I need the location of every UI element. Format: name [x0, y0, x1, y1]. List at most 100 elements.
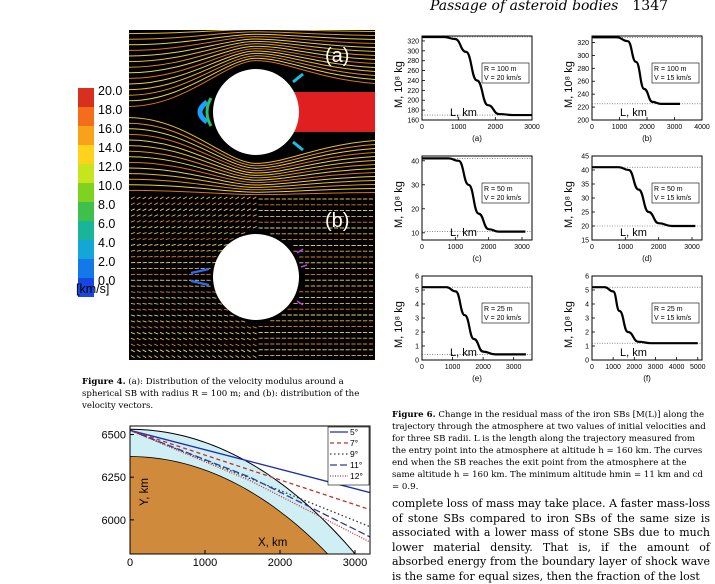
colorbar-tick-label: 18.0: [98, 103, 122, 117]
legend-entry: R = 100 m: [654, 66, 687, 73]
figure-4-caption-label: Figure 4.: [82, 377, 126, 387]
y-axis-label: M, 10⁸ kg: [393, 61, 405, 108]
y-tick-label: 280: [407, 58, 419, 65]
x-tick-label: 3000: [667, 124, 683, 131]
colorbar-segment: [78, 183, 94, 202]
y-tick-label: 45: [581, 154, 589, 161]
x-axis-label: L, km: [450, 107, 477, 119]
y-axis-label: M, 10⁸ kg: [563, 181, 575, 228]
colorbar-tick-label: 4.0: [98, 236, 115, 250]
colorbar-segment: [78, 202, 94, 221]
x-tick-label: 3000: [524, 124, 540, 131]
y-tick-label: 20: [581, 224, 589, 231]
y-tick-label: 320: [577, 40, 589, 47]
y-axis-label: M, 10⁸ kg: [393, 301, 405, 348]
legend: R = 50 mV = 15 km/s: [652, 183, 699, 203]
y-tick-label: 40: [411, 158, 419, 165]
colorbar-tick-label: 14.0: [98, 141, 122, 155]
y-tick-label: 240: [577, 92, 589, 99]
panel-label: (b): [642, 134, 652, 143]
y-axis-label: M, 10⁸ kg: [563, 301, 575, 348]
y-tick-label: 30: [581, 196, 589, 203]
x-tick-label: 2000: [651, 244, 667, 251]
y-tick-label: 300: [577, 53, 589, 60]
panel-a-label: (a): [325, 45, 349, 67]
y-tick-label: 6000: [102, 515, 126, 527]
y-tick-label: 4: [585, 302, 589, 309]
colorbar-tick-label: 8.0: [98, 198, 115, 212]
y-tick-label: 15: [581, 238, 589, 245]
panel-label: (d): [642, 254, 652, 263]
y-tick-label: 3: [415, 316, 419, 323]
colorbar-tick-label: 6.0: [98, 217, 115, 231]
x-axis-label: L, km: [620, 107, 647, 119]
legend: R = 25 mV = 20 km/s: [482, 303, 529, 323]
running-title: Passage of asteroid bodies: [430, 0, 618, 14]
y-tick-label: 1: [415, 344, 419, 351]
legend-entry: 9°: [350, 449, 358, 459]
x-tick-label: 2000: [481, 244, 497, 251]
x-tick-label: 4000: [694, 124, 710, 131]
panel-label: (a): [472, 134, 482, 143]
colorbar-tick-label: 16.0: [98, 122, 122, 136]
y-tick-label: 4: [415, 302, 419, 309]
sphere: [213, 69, 299, 155]
y-tick-label: 320: [407, 38, 419, 45]
y-tick-label: 6: [585, 274, 589, 281]
y-axis-label: M, 10⁸ kg: [563, 61, 575, 108]
x-tick-label: 0: [127, 557, 133, 569]
x-tick-label: 3000: [343, 557, 367, 569]
y-axis-label: M, 10⁸ kg: [393, 181, 405, 228]
y-tick-label: 2: [585, 330, 589, 337]
panel-b-label: (b): [325, 210, 349, 232]
figure-4-graphic: 20.018.016.014.012.010.08.06.04.02.00.0[…: [76, 30, 376, 360]
y-tick-label: 0: [415, 358, 419, 365]
x-tick-label: 2000: [639, 124, 655, 131]
y-tick-label: 280: [577, 66, 589, 73]
legend-entry: 7°: [350, 438, 358, 448]
colorbar-segment: [78, 240, 94, 259]
legend-entry: R = 50 m: [654, 186, 683, 193]
legend-entry: 11°: [350, 460, 362, 470]
legend: 5°7°9°11°12°: [328, 427, 369, 485]
figure-6-caption-text: Change in the residual mass of the iron …: [392, 410, 706, 492]
y-tick-label: 6250: [102, 472, 126, 484]
legend-entry: V = 15 km/s: [654, 315, 692, 322]
legend: R = 100 mV = 20 km/s: [482, 63, 529, 83]
colorbar-tick-label: 12.0: [98, 160, 122, 174]
x-tick-label: 0: [590, 124, 594, 131]
legend-entry: R = 25 m: [484, 306, 513, 313]
legend-entry: V = 20 km/s: [484, 195, 522, 202]
y-tick-label: 10: [411, 230, 419, 237]
x-axis-label: L, km: [620, 347, 647, 359]
y-tick-label: 30: [411, 182, 419, 189]
body-paragraph: complete loss of mass may take place. A …: [392, 497, 710, 584]
x-tick-label: 0: [420, 124, 424, 131]
y-tick-label: 240: [407, 78, 419, 85]
colorbar-segment: [78, 107, 94, 126]
y-tick-label: 25: [581, 210, 589, 217]
legend-entry: V = 15 km/s: [654, 75, 692, 82]
y-tick-label: 6500: [102, 430, 126, 442]
y-tick-label: 40: [581, 168, 589, 175]
x-tick-label: 3000: [648, 364, 664, 371]
panel-b-plot: (b): [129, 195, 375, 360]
legend: R = 50 mV = 20 km/s: [482, 183, 529, 203]
x-tick-label: 3000: [684, 244, 700, 251]
x-tick-label: 0: [590, 364, 594, 371]
sphere: [213, 234, 299, 320]
y-tick-label: 35: [581, 182, 589, 189]
panel-label: (c): [472, 254, 482, 263]
x-tick-label: 2000: [268, 557, 292, 569]
x-tick-label: 1000: [612, 124, 628, 131]
legend-entry: V = 20 km/s: [484, 75, 522, 82]
colorbar-segment: [78, 259, 94, 278]
x-tick-label: 1000: [451, 124, 467, 131]
